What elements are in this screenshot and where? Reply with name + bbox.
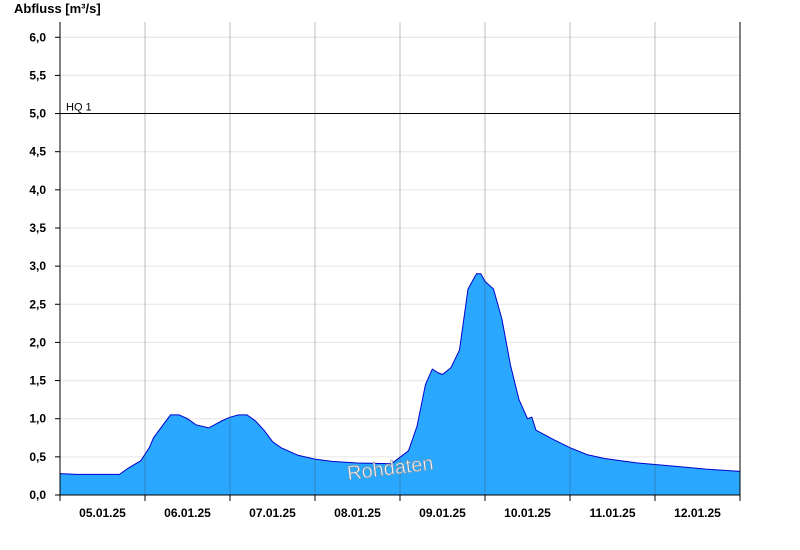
- x-tick-label: 10.01.25: [504, 506, 551, 520]
- x-tick-label: 09.01.25: [419, 506, 466, 520]
- hq1-label: HQ 1: [66, 102, 92, 114]
- y-tick-label: 2,5: [29, 297, 46, 311]
- y-tick-label: 4,0: [29, 183, 46, 197]
- y-axis-title: Abfluss [m³/s]: [14, 1, 101, 16]
- y-tick-label: 1,5: [29, 374, 46, 388]
- y-tick-label: 0,0: [29, 488, 46, 502]
- x-tick-label: 06.01.25: [164, 506, 211, 520]
- x-tick-label: 05.01.25: [79, 506, 126, 520]
- y-tick-label: 1,0: [29, 412, 46, 426]
- x-tick-label: 07.01.25: [249, 506, 296, 520]
- y-tick-label: 3,0: [29, 259, 46, 273]
- x-tick-label: 08.01.25: [334, 506, 381, 520]
- y-tick-label: 6,0: [29, 30, 46, 44]
- y-tick-label: 3,5: [29, 221, 46, 235]
- y-tick-label: 2,0: [29, 335, 46, 349]
- y-tick-label: 4,5: [29, 145, 46, 159]
- discharge-line: [59, 273, 741, 475]
- x-tick-labels: 05.01.25 06.01.25 07.01.25 08.01.25 09.01.25…: [79, 506, 721, 520]
- axes: [55, 22, 741, 501]
- x-tick-label: 12.01.25: [674, 506, 721, 520]
- y-tick-label: 5,0: [29, 107, 46, 121]
- y-tick-label: 0,5: [29, 450, 46, 464]
- x-day-separators: [144, 22, 656, 495]
- x-tick-label: 11.01.25: [589, 506, 635, 520]
- y-tick-label: 5,5: [29, 68, 46, 82]
- y-tick-labels: 0,0 0,5 1,0 1,5 2,0 2,5 3,0 3,5 4,0 4,5 5,0 5,5 6,0: [29, 30, 46, 502]
